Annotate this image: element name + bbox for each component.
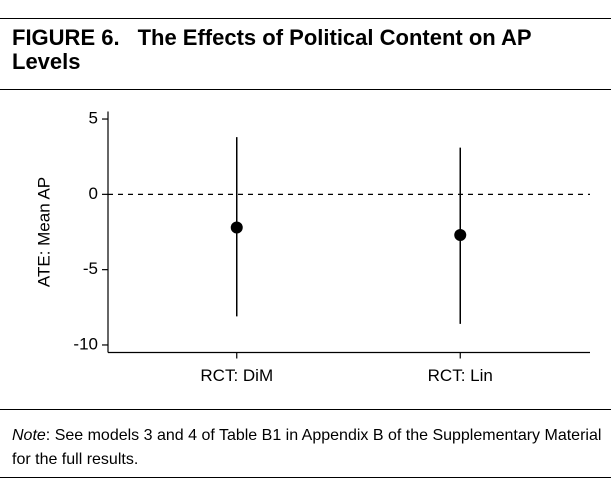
note-text: : See models 3 and 4 of Table B1 in Appe… [12, 427, 602, 468]
figure-title: FIGURE 6. The Effects of Political Conten… [12, 26, 602, 74]
bottom-rule [0, 477, 611, 478]
point [230, 221, 243, 234]
y-tick-label: -10 [73, 334, 98, 353]
top-rule [0, 18, 611, 19]
title-rule [0, 89, 611, 90]
point [454, 229, 467, 242]
x-tick-label: RCT: Lin [428, 366, 493, 385]
note-label: Note [12, 427, 46, 444]
note-rule [0, 409, 611, 410]
note: Note: See models 3 and 4 of Table B1 in … [12, 424, 602, 472]
y-tick-label: 0 [89, 184, 98, 203]
x-tick-label: RCT: DiM [200, 366, 273, 385]
chart-title: The Effects of Political Content on AP L… [12, 25, 532, 74]
y-tick-label: -5 [83, 259, 98, 278]
y-tick-label: 5 [89, 109, 98, 128]
figure-label: FIGURE 6. [12, 25, 120, 50]
y-axis-label: ATE: Mean AP [34, 177, 53, 287]
